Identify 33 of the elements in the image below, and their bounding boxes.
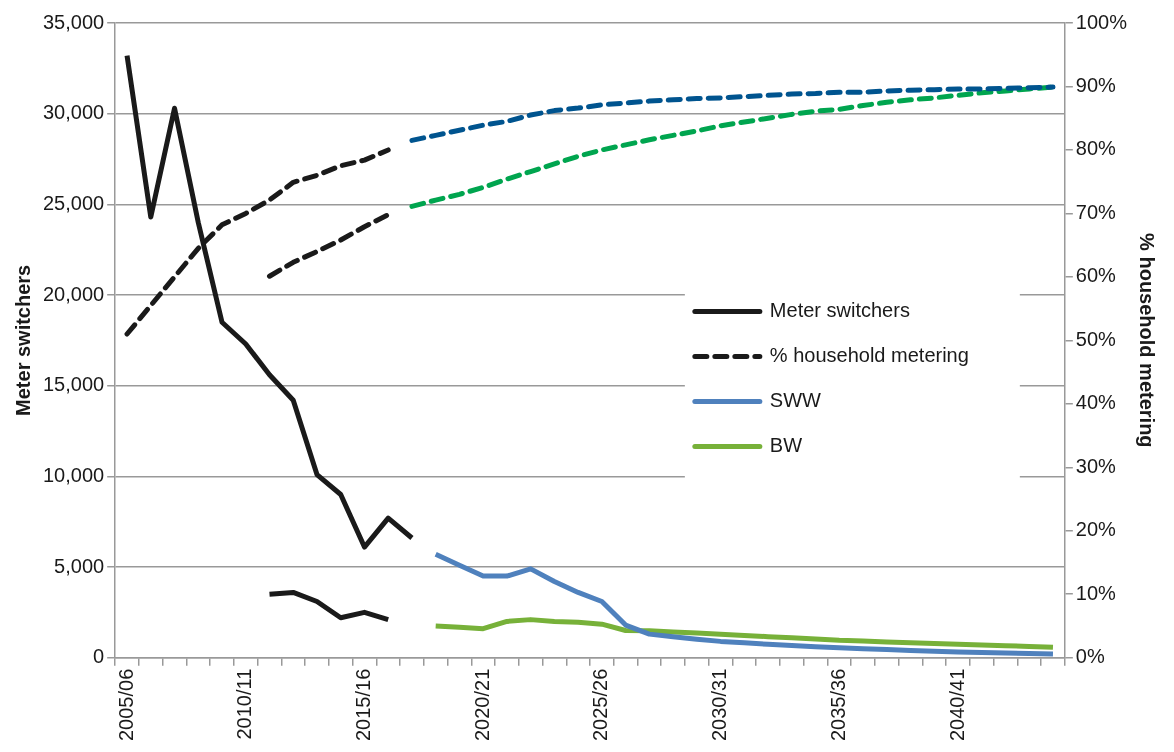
y2-tick-label: 80%: [1075, 137, 1117, 160]
y2-tick-label: 10%: [1075, 581, 1117, 604]
y2-tick-label: 20%: [1075, 518, 1117, 541]
x-tick-label: 2020/21: [470, 668, 493, 741]
y2-tick-label: 40%: [1075, 391, 1117, 414]
y-tick-label: 10,000: [43, 463, 105, 486]
y-axis-title: Meter switchers: [11, 264, 34, 416]
y2-tick-label: 90%: [1075, 73, 1117, 96]
y-tick-label: 15,000: [43, 373, 105, 396]
x-tick-label: 2035/36: [826, 668, 849, 741]
y2-tick-label: 100%: [1075, 10, 1128, 33]
y2-tick-label: 60%: [1075, 264, 1117, 287]
legend-label: SWW: [769, 389, 822, 412]
x-tick-label: 2030/31: [708, 668, 731, 741]
y2-tick-label: 30%: [1075, 454, 1117, 477]
x-tick-label: 2010/11: [233, 668, 256, 740]
x-tick-label: 2040/41: [945, 668, 968, 741]
y-tick-label: 20,000: [43, 282, 105, 305]
y-tick-label: 25,000: [43, 191, 105, 214]
y-tick-label: 30,000: [43, 101, 105, 124]
legend-label: Meter switchers: [769, 299, 910, 322]
y2-axis-title: % household metering: [1136, 233, 1159, 448]
x-tick-label: 2015/16: [351, 668, 374, 741]
x-tick-label: 2025/26: [589, 668, 612, 741]
y-tick-label: 5,000: [54, 554, 105, 577]
legend-label: BW: [769, 434, 803, 457]
y-tick-label: 0: [93, 645, 105, 668]
legend-label: % household metering: [769, 344, 969, 367]
y2-tick-label: 50%: [1075, 327, 1117, 350]
y-tick-label: 35,000: [43, 10, 105, 33]
y2-tick-label: 0%: [1075, 645, 1105, 668]
x-tick-label: 2005/06: [114, 668, 137, 741]
y2-tick-label: 70%: [1075, 200, 1117, 223]
